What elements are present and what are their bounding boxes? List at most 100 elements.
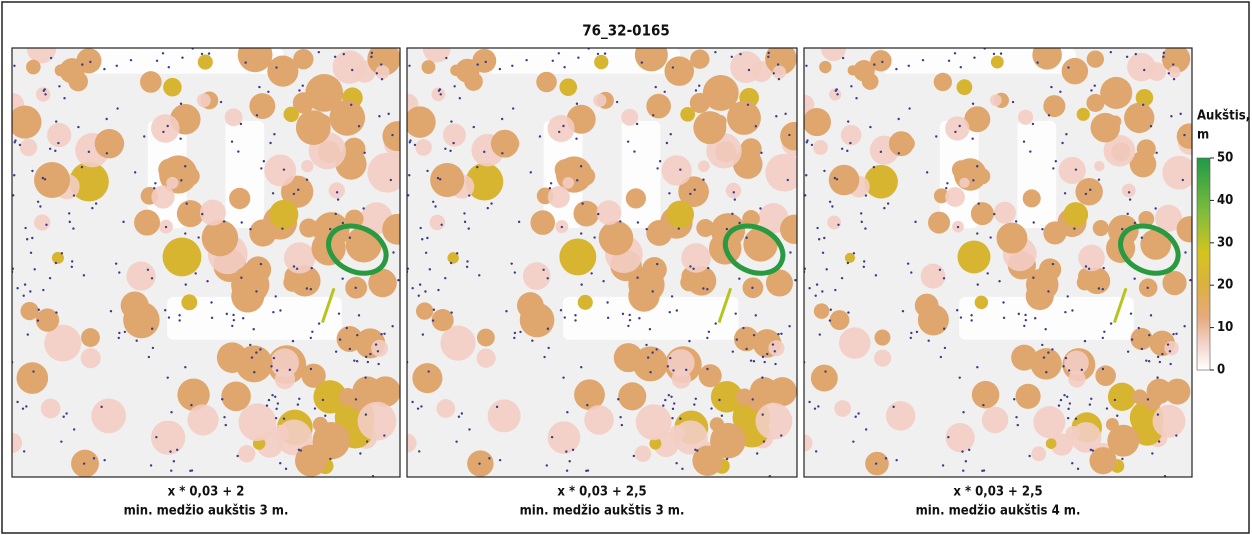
- tree-low: [20, 139, 37, 156]
- tree-top: [424, 290, 426, 292]
- tree-top: [668, 192, 670, 194]
- tree-crown: [134, 210, 160, 236]
- tree-top: [39, 205, 41, 207]
- tree-top: [805, 174, 807, 176]
- tree-top: [378, 115, 380, 117]
- tree-top: [437, 177, 439, 179]
- tree-crown: [181, 167, 200, 186]
- tree-top: [37, 201, 39, 203]
- tree-top: [666, 142, 668, 144]
- tree-top: [750, 359, 752, 361]
- tree-top: [349, 348, 351, 350]
- tree-top: [959, 376, 961, 378]
- tree-crown: [577, 167, 595, 185]
- tree-top: [310, 337, 312, 339]
- tree-top: [1116, 415, 1118, 417]
- tree-top: [875, 462, 877, 464]
- tree-top: [1065, 133, 1067, 135]
- tree-top: [972, 179, 974, 181]
- tree-top: [976, 165, 978, 167]
- tree-top: [77, 126, 79, 128]
- caption: min. medžio aukštis 4 m.: [916, 504, 1081, 519]
- tree-top: [585, 470, 587, 472]
- tree-top: [865, 194, 867, 196]
- tree-low: [415, 139, 432, 156]
- tree-top: [391, 134, 393, 136]
- tree-top: [346, 327, 348, 329]
- tree-top: [1155, 152, 1157, 154]
- tree-top: [1059, 91, 1061, 93]
- tree-top: [981, 470, 983, 472]
- tree-top: [604, 52, 606, 54]
- tree-top: [692, 268, 694, 270]
- tree-top: [355, 398, 357, 400]
- tree-top: [978, 202, 980, 204]
- tree-top: [525, 59, 527, 61]
- tree-top: [547, 347, 549, 349]
- tree-low: [636, 404, 672, 440]
- tree-top: [418, 295, 420, 297]
- tree-top: [575, 138, 577, 140]
- tree-top: [375, 343, 377, 345]
- tree-top: [252, 328, 254, 330]
- tree-top: [232, 314, 234, 316]
- tree-top: [356, 334, 358, 336]
- tree-top: [973, 56, 975, 58]
- tree-top: [176, 449, 178, 451]
- tree-top: [731, 56, 733, 58]
- tree-top: [1102, 337, 1104, 339]
- tree-top: [1048, 114, 1050, 116]
- tree-crown: [646, 220, 672, 246]
- tree-crown: [1030, 348, 1061, 379]
- tree-top: [16, 287, 18, 289]
- tree-top: [1169, 350, 1171, 352]
- tree-top: [155, 436, 157, 438]
- tree-top: [16, 401, 18, 403]
- tree-top: [426, 170, 428, 172]
- tree-top: [367, 361, 369, 363]
- tree-top: [1150, 125, 1152, 127]
- tree-top: [549, 187, 551, 189]
- tree-top: [324, 415, 326, 417]
- tree-top: [558, 131, 560, 133]
- tree-top: [1110, 51, 1112, 53]
- tree-top: [1036, 61, 1038, 63]
- tree-top: [329, 458, 331, 460]
- tree-top: [759, 207, 761, 209]
- tree-top: [721, 415, 723, 417]
- tree-top: [1047, 351, 1049, 353]
- tree-top: [130, 59, 132, 61]
- tree-top: [411, 287, 413, 289]
- tree-top: [468, 227, 470, 229]
- tree-top: [124, 331, 126, 333]
- tree-top: [173, 460, 175, 462]
- tree-low: [1168, 66, 1180, 78]
- tree-top: [178, 319, 180, 321]
- tree-top: [910, 332, 912, 334]
- tree-top: [1148, 334, 1150, 336]
- tree-top: [19, 144, 21, 146]
- tree-top: [652, 290, 654, 292]
- tree-top: [184, 165, 186, 167]
- tree-top: [61, 252, 63, 254]
- tree-top: [1017, 424, 1019, 426]
- tree-top: [895, 459, 897, 461]
- tree-top: [733, 191, 735, 193]
- tree-low: [333, 50, 367, 84]
- tree-top: [103, 68, 105, 70]
- tree-top: [49, 277, 51, 279]
- tree-top: [547, 277, 549, 279]
- tree-top: [962, 470, 964, 472]
- tree-top: [1147, 398, 1149, 400]
- tree-top: [420, 405, 422, 407]
- tree-top: [714, 51, 716, 53]
- tree-top: [170, 470, 172, 472]
- tree-crown: [736, 388, 753, 405]
- tree-top: [419, 227, 421, 229]
- tree-crown: [628, 280, 659, 311]
- tree-low: [726, 183, 741, 198]
- tree-top: [590, 272, 592, 274]
- tree-crown: [1062, 58, 1088, 84]
- tree-top: [118, 337, 120, 339]
- tree-top: [289, 369, 291, 371]
